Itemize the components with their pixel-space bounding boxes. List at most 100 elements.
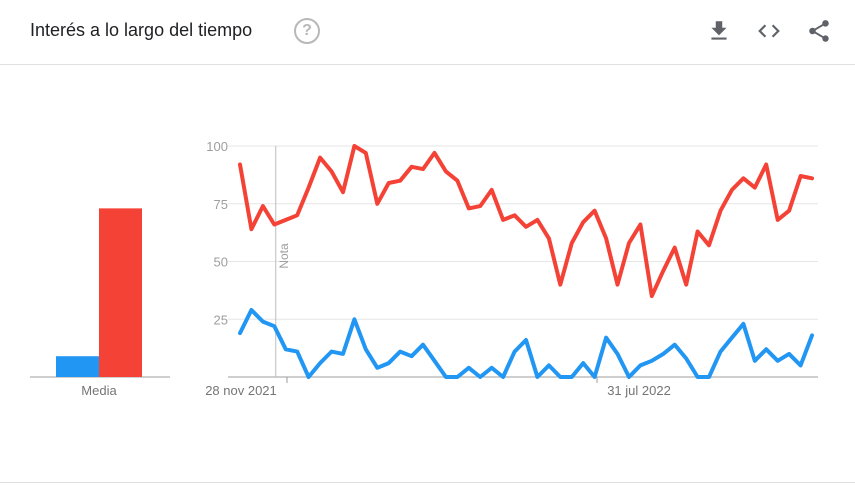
header: Interés a lo largo del tiempo ? — [0, 0, 855, 65]
series-1-point — [262, 205, 264, 207]
y-tick-label: 75 — [214, 197, 228, 212]
series-2-point — [536, 376, 538, 378]
series-2-point — [777, 360, 779, 362]
series-2-point — [422, 344, 424, 346]
series-1-point — [342, 191, 344, 193]
series-1-point — [651, 295, 653, 297]
series-1-point — [754, 187, 756, 189]
series-2-point — [365, 348, 367, 350]
series-2-point — [594, 376, 596, 378]
series-2-point — [502, 376, 504, 378]
series-1-point — [594, 210, 596, 212]
y-tick-label: 25 — [214, 312, 228, 327]
series-2-point — [571, 376, 573, 378]
series-1-point — [525, 226, 527, 228]
series-2-point — [811, 334, 813, 336]
series-2-point — [628, 376, 630, 378]
help-icon[interactable]: ? — [294, 18, 320, 44]
series-2-point — [617, 353, 619, 355]
series-2-point — [548, 364, 550, 366]
series-1-point — [411, 166, 413, 168]
series-1-point — [765, 163, 767, 165]
series-2-point — [308, 376, 310, 378]
series-2-point — [319, 362, 321, 364]
series-1-point — [399, 180, 401, 182]
series-2-point — [468, 367, 470, 369]
series-1-point — [433, 152, 435, 154]
series-1-point — [353, 145, 355, 147]
y-tick-label: 100 — [206, 139, 228, 154]
series-2-point — [479, 376, 481, 378]
average-bar-2 — [99, 208, 142, 377]
series-2-point — [639, 364, 641, 366]
series-2-point — [296, 351, 298, 353]
series-1-point — [250, 228, 252, 230]
download-icon[interactable] — [706, 18, 732, 44]
series-2-point — [445, 376, 447, 378]
series-2-point — [353, 318, 355, 320]
series-1-point — [273, 224, 275, 226]
series-2-point — [376, 367, 378, 369]
series-2-point — [456, 376, 458, 378]
series-2-point — [685, 358, 687, 360]
series-1-point — [777, 219, 779, 221]
series-2-point — [582, 362, 584, 364]
series-1-point — [628, 242, 630, 244]
series-2-point — [559, 376, 561, 378]
series-1-point — [479, 205, 481, 207]
series-1-point — [422, 168, 424, 170]
series-1-point — [742, 177, 744, 179]
annotation-label: Nota — [277, 243, 291, 269]
bar-category-label: Media — [81, 383, 117, 398]
series-2-point — [250, 309, 252, 311]
series-2-point — [719, 351, 721, 353]
series-1-point — [571, 242, 573, 244]
y-tick-label: 50 — [214, 255, 228, 270]
series-1-point — [788, 210, 790, 212]
series-line-1 — [238, 144, 814, 299]
series-2-point — [262, 321, 264, 323]
series-1-point — [296, 214, 298, 216]
series-2-point — [651, 360, 653, 362]
series-1-point — [376, 203, 378, 205]
series-2-point — [273, 325, 275, 327]
series-1-point — [685, 284, 687, 286]
series-1-point — [468, 207, 470, 209]
share-icon[interactable] — [806, 18, 832, 44]
series-1-point — [331, 170, 333, 172]
series-2-point — [662, 353, 664, 355]
series-2-point — [788, 353, 790, 355]
series-1-point — [445, 170, 447, 172]
series-1-point — [239, 163, 241, 165]
series-1-point — [308, 187, 310, 189]
series-1-point — [674, 247, 676, 249]
series-1-point — [319, 157, 321, 159]
series-2-point — [239, 332, 241, 334]
series-2-point — [765, 348, 767, 350]
series-2-point — [800, 364, 802, 366]
series-1-point — [491, 189, 493, 191]
series-2-point — [388, 362, 390, 364]
series-1-point — [514, 214, 516, 216]
series-2-point — [605, 337, 607, 339]
series-2-point — [411, 355, 413, 357]
series-1-point — [617, 284, 619, 286]
series-1-point — [731, 189, 733, 191]
series-2-point — [708, 376, 710, 378]
average-bar-1 — [56, 356, 99, 377]
series-1-point — [536, 219, 538, 221]
series-1-point — [605, 237, 607, 239]
series-1-point — [639, 224, 641, 226]
series-2-point — [525, 339, 527, 341]
series-2-point — [285, 348, 287, 350]
series-2-point — [342, 353, 344, 355]
series-1-point — [719, 210, 721, 212]
series-1-point — [582, 221, 584, 223]
embed-code-icon[interactable] — [756, 18, 782, 44]
series-1-point — [388, 182, 390, 184]
series-1-point — [811, 177, 813, 179]
series-2-point — [731, 337, 733, 339]
series-2-point — [331, 351, 333, 353]
series-1-point — [559, 284, 561, 286]
